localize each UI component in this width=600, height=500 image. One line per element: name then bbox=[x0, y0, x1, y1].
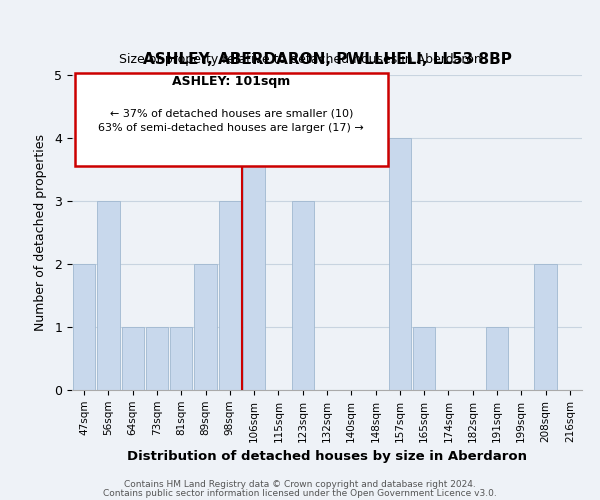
Text: 63% of semi-detached houses are larger (17) →: 63% of semi-detached houses are larger (… bbox=[98, 124, 364, 134]
Bar bbox=[389, 138, 411, 390]
Bar bbox=[170, 327, 193, 390]
Text: ← 37% of detached houses are smaller (10): ← 37% of detached houses are smaller (10… bbox=[110, 108, 353, 118]
Bar bbox=[535, 264, 557, 390]
Bar bbox=[73, 264, 95, 390]
Y-axis label: Number of detached properties: Number of detached properties bbox=[34, 134, 47, 331]
Title: ASHLEY, ABERDARON, PWLLHELI, LL53 8BP: ASHLEY, ABERDARON, PWLLHELI, LL53 8BP bbox=[143, 52, 511, 67]
Bar bbox=[486, 327, 508, 390]
Bar bbox=[146, 327, 168, 390]
Bar bbox=[218, 201, 241, 390]
Text: ASHLEY: 101sqm: ASHLEY: 101sqm bbox=[172, 75, 290, 88]
Text: Size of property relative to detached houses in Aberdaron: Size of property relative to detached ho… bbox=[119, 52, 481, 66]
Bar bbox=[97, 201, 119, 390]
Text: Contains HM Land Registry data © Crown copyright and database right 2024.: Contains HM Land Registry data © Crown c… bbox=[124, 480, 476, 489]
Bar bbox=[194, 264, 217, 390]
Bar bbox=[292, 201, 314, 390]
X-axis label: Distribution of detached houses by size in Aberdaron: Distribution of detached houses by size … bbox=[127, 450, 527, 463]
Bar bbox=[122, 327, 144, 390]
Bar bbox=[413, 327, 436, 390]
Text: Contains public sector information licensed under the Open Government Licence v3: Contains public sector information licen… bbox=[103, 488, 497, 498]
Bar bbox=[243, 138, 265, 390]
